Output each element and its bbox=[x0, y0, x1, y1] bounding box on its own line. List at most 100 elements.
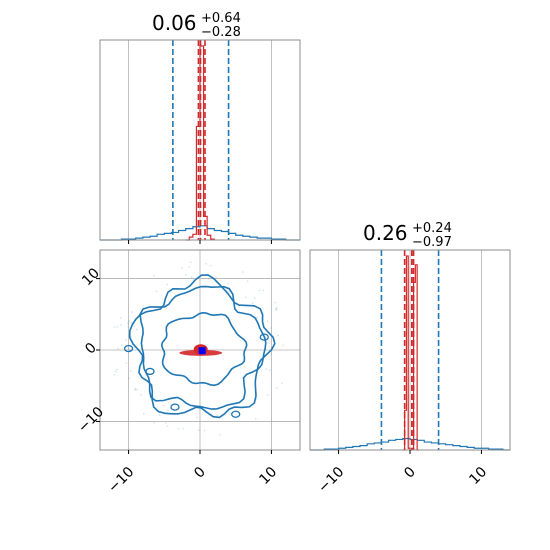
sample-point bbox=[165, 422, 168, 424]
sample-point bbox=[256, 316, 259, 319]
sample-point bbox=[134, 387, 137, 390]
sample-point bbox=[266, 394, 269, 396]
y-tick-label: −10 bbox=[75, 404, 107, 436]
sample-point bbox=[219, 433, 222, 436]
contour-island-a bbox=[145, 367, 155, 376]
sample-point bbox=[184, 273, 187, 276]
sample-point bbox=[116, 368, 119, 371]
sample-point bbox=[253, 297, 256, 300]
contour-level-a bbox=[128, 274, 276, 419]
sample-point bbox=[227, 282, 229, 285]
x-tick-label: 0 bbox=[401, 464, 419, 482]
contour-island-a bbox=[231, 410, 241, 418]
sample-point bbox=[254, 417, 257, 420]
histogram-series-a bbox=[310, 437, 510, 451]
sample-point bbox=[129, 370, 132, 373]
sample-point bbox=[262, 289, 265, 292]
sample-point bbox=[139, 393, 142, 396]
title-param1-plus: +0.64 bbox=[201, 11, 241, 26]
sample-point bbox=[120, 344, 123, 347]
sample-point bbox=[207, 277, 210, 280]
sample-point bbox=[203, 429, 206, 432]
sample-point bbox=[258, 289, 261, 292]
y-tick-label: 0 bbox=[82, 340, 100, 358]
sample-point bbox=[244, 296, 247, 299]
title-param1-minus: −0.28 bbox=[201, 25, 241, 40]
sample-point bbox=[116, 325, 119, 328]
sample-point bbox=[209, 264, 212, 267]
sample-point bbox=[251, 302, 254, 305]
sample-point bbox=[127, 326, 130, 328]
sample-point bbox=[189, 261, 192, 264]
sample-point bbox=[182, 427, 185, 430]
sample-point bbox=[275, 307, 278, 309]
x-tick-label: 10 bbox=[256, 464, 280, 488]
title-param1-value: 0.06 bbox=[152, 11, 197, 35]
sample-point bbox=[125, 362, 128, 365]
contour-island-a bbox=[123, 344, 134, 353]
sample-point bbox=[205, 262, 208, 265]
sample-point bbox=[155, 290, 158, 293]
sample-point bbox=[277, 334, 279, 337]
x-tick-label: −10 bbox=[315, 464, 347, 496]
sample-point bbox=[133, 325, 135, 328]
contour-level-a bbox=[139, 285, 267, 410]
y-tick-label: 10 bbox=[79, 265, 103, 289]
histogram-series-a bbox=[100, 225, 300, 241]
sample-point bbox=[216, 414, 218, 417]
truth-marker bbox=[198, 347, 206, 355]
x-tick-label: 10 bbox=[466, 464, 490, 488]
sample-point bbox=[162, 404, 165, 407]
sample-point bbox=[113, 373, 116, 376]
contour-island-a bbox=[259, 333, 269, 341]
sample-point bbox=[113, 326, 116, 329]
sample-point bbox=[166, 409, 169, 412]
sample-point bbox=[190, 276, 193, 279]
sample-point bbox=[268, 369, 271, 372]
contour-island-a bbox=[170, 403, 180, 411]
sample-point bbox=[246, 280, 249, 283]
sample-point bbox=[158, 414, 161, 417]
sample-point bbox=[127, 322, 129, 325]
joint-panel: −10 0 10 10 0 −10 bbox=[75, 249, 301, 496]
x-tick-label: 0 bbox=[191, 464, 209, 482]
sample-point bbox=[275, 308, 277, 311]
sample-point bbox=[275, 387, 278, 389]
sample-point bbox=[266, 320, 269, 323]
sample-point bbox=[120, 317, 122, 319]
sample-point bbox=[128, 348, 131, 351]
sample-point bbox=[177, 427, 180, 430]
sample-point bbox=[215, 276, 217, 279]
marginal-panel-param1 bbox=[99, 39, 301, 244]
sample-point bbox=[153, 421, 155, 424]
sample-point bbox=[134, 388, 137, 391]
sample-point bbox=[196, 416, 198, 419]
sample-point bbox=[241, 271, 244, 273]
title-param2-plus: +0.24 bbox=[412, 221, 452, 236]
sample-point bbox=[114, 370, 117, 373]
sample-point bbox=[275, 308, 278, 311]
sample-point bbox=[136, 388, 138, 391]
title-param2-minus: −0.97 bbox=[412, 235, 452, 250]
sample-point bbox=[128, 377, 130, 380]
sample-point bbox=[130, 321, 133, 324]
sample-point bbox=[125, 338, 127, 341]
sample-point bbox=[281, 382, 284, 384]
title-param2-value: 0.26 bbox=[363, 221, 408, 245]
sample-point bbox=[130, 311, 133, 313]
sample-point bbox=[153, 274, 156, 277]
sample-point bbox=[265, 368, 268, 370]
sample-point bbox=[274, 301, 277, 304]
title-param1: 0.06 +0.64 −0.28 bbox=[152, 11, 241, 40]
x-tick-label: −10 bbox=[105, 464, 137, 496]
sample-point bbox=[128, 320, 130, 322]
title-param2: 0.26 +0.24 −0.97 bbox=[363, 221, 452, 250]
sample-point bbox=[188, 266, 191, 269]
sample-point bbox=[282, 344, 284, 347]
sample-point bbox=[142, 412, 145, 415]
sample-point bbox=[166, 283, 169, 286]
sample-point bbox=[181, 267, 183, 270]
sample-point bbox=[135, 328, 138, 331]
sample-point bbox=[197, 429, 200, 432]
